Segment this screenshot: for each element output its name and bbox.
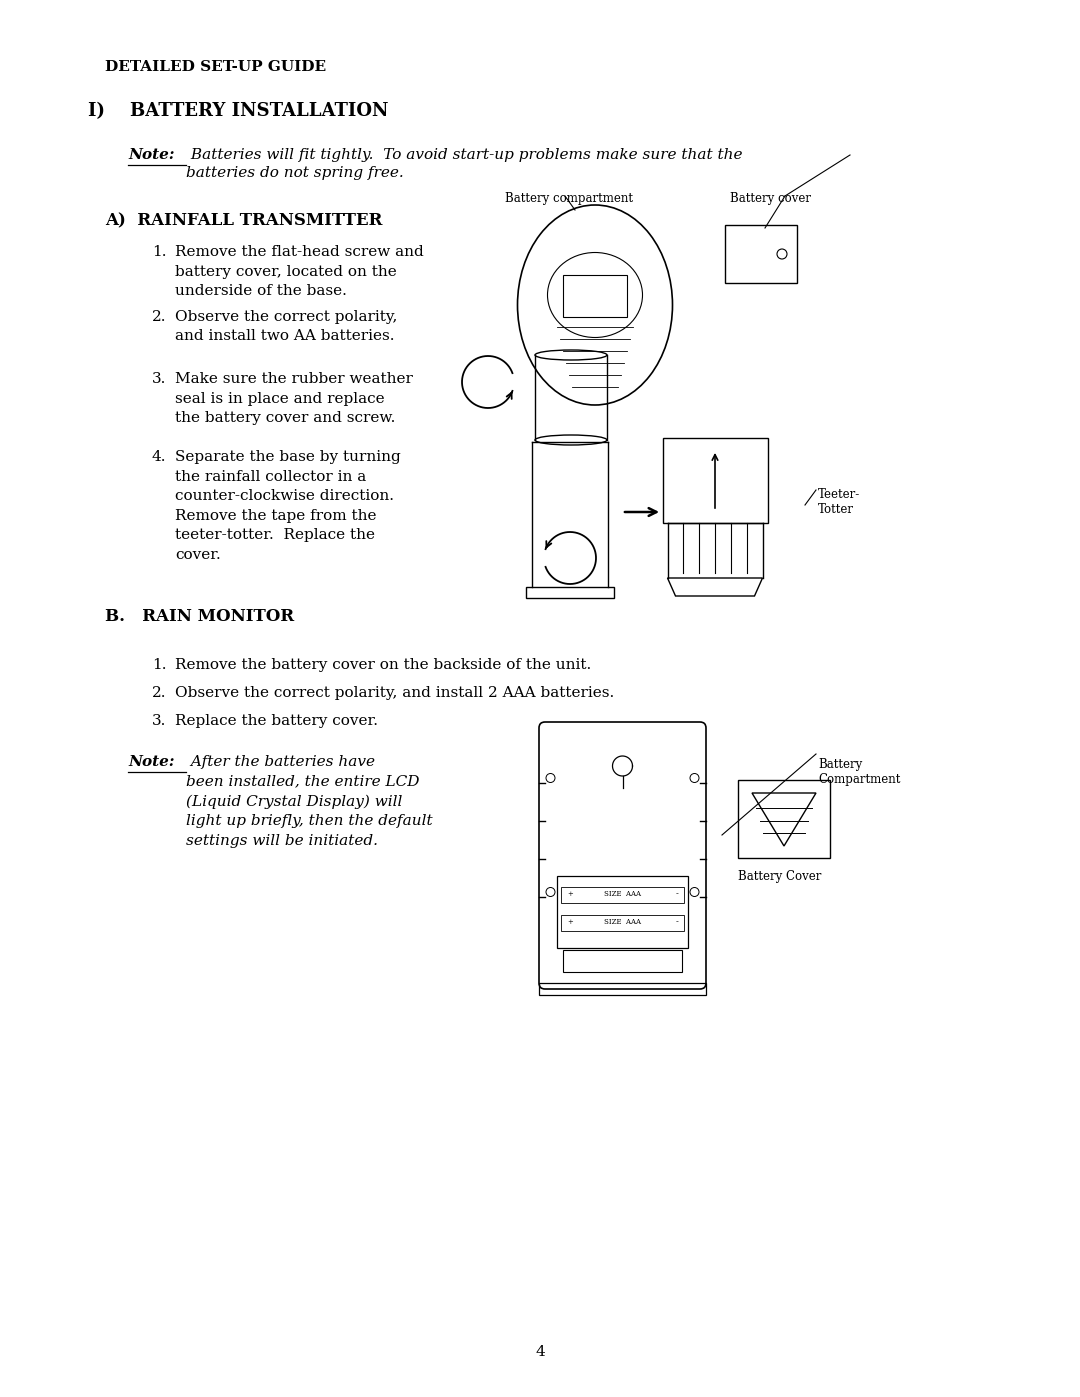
- Text: Make sure the rubber weather
seal is in place and replace
the battery cover and : Make sure the rubber weather seal is in …: [175, 372, 413, 425]
- Bar: [539, 983, 706, 995]
- Bar: [662, 439, 768, 522]
- Text: 2.: 2.: [152, 310, 166, 324]
- Text: Battery Cover: Battery Cover: [738, 870, 822, 883]
- Bar: [561, 887, 684, 902]
- Text: 1.: 1.: [152, 244, 166, 258]
- Bar: [725, 225, 797, 284]
- Bar: [563, 950, 681, 972]
- Text: +: +: [567, 890, 572, 898]
- Bar: [738, 780, 831, 858]
- Text: B.   RAIN MONITOR: B. RAIN MONITOR: [105, 608, 294, 624]
- Text: Remove the battery cover on the backside of the unit.: Remove the battery cover on the backside…: [175, 658, 591, 672]
- Text: 4.: 4.: [152, 450, 166, 464]
- Text: Battery
Compartment: Battery Compartment: [818, 759, 901, 787]
- Text: Teeter-
Totter: Teeter- Totter: [818, 488, 861, 515]
- Text: I)    BATTERY INSTALLATION: I) BATTERY INSTALLATION: [87, 102, 389, 120]
- Text: 4: 4: [535, 1345, 545, 1359]
- Text: After the batteries have
been installed, the entire LCD
(Liquid Crystal Display): After the batteries have been installed,…: [186, 754, 433, 848]
- Text: Battery cover: Battery cover: [730, 191, 811, 205]
- Text: Batteries will fit tightly.  To avoid start-up problems make sure that the
batte: Batteries will fit tightly. To avoid sta…: [186, 148, 743, 180]
- Text: Battery compartment: Battery compartment: [505, 191, 633, 205]
- Bar: [557, 876, 688, 949]
- Text: 3.: 3.: [152, 714, 166, 728]
- Text: -: -: [675, 890, 678, 898]
- Text: 3.: 3.: [152, 372, 166, 386]
- Text: 1.: 1.: [152, 658, 166, 672]
- Bar: [563, 275, 627, 317]
- Text: 2.: 2.: [152, 686, 166, 700]
- Text: Note:: Note:: [129, 148, 175, 162]
- Text: SIZE  AAA: SIZE AAA: [604, 918, 642, 926]
- Text: Observe the correct polarity, and install 2 AAA batteries.: Observe the correct polarity, and instal…: [175, 686, 615, 700]
- Text: +: +: [567, 918, 572, 926]
- Text: SIZE  AAA: SIZE AAA: [604, 890, 642, 898]
- Text: Remove the flat-head screw and
battery cover, located on the
underside of the ba: Remove the flat-head screw and battery c…: [175, 244, 423, 298]
- Text: -: -: [675, 918, 678, 926]
- Text: Note:: Note:: [129, 754, 175, 768]
- Text: Observe the correct polarity,
and install two AA batteries.: Observe the correct polarity, and instal…: [175, 310, 397, 344]
- Bar: [561, 915, 684, 930]
- Bar: [526, 587, 615, 598]
- Text: Replace the battery cover.: Replace the battery cover.: [175, 714, 378, 728]
- Text: DETAILED SET-UP GUIDE: DETAILED SET-UP GUIDE: [105, 60, 326, 74]
- Text: Separate the base by turning
the rainfall collector in a
counter-clockwise direc: Separate the base by turning the rainfal…: [175, 450, 401, 562]
- Text: A)  RAINFALL TRANSMITTER: A) RAINFALL TRANSMITTER: [105, 212, 382, 229]
